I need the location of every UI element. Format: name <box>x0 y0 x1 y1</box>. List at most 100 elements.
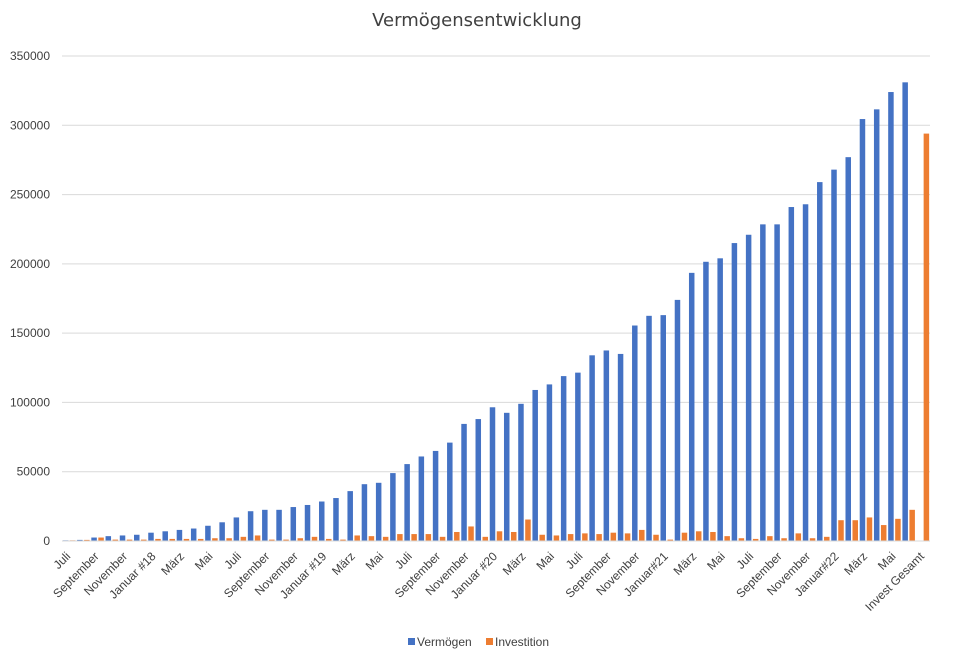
bar-vermoegen <box>304 504 311 541</box>
bar-vermoegen <box>347 491 353 541</box>
bar-vermoegen <box>361 484 368 541</box>
bar-vermoegen <box>134 534 140 541</box>
chart-title: Vermögensentwicklung <box>372 10 582 31</box>
bar-vermoegen <box>290 507 297 541</box>
bar-investition <box>141 539 147 541</box>
y-tick-label: 50000 <box>17 465 51 479</box>
bar-vermoegen <box>319 501 325 541</box>
bar-vermoegen <box>774 224 780 542</box>
bar-vermoegen <box>105 536 112 541</box>
gridlines <box>62 55 930 473</box>
bar-investition <box>909 509 915 541</box>
bar-investition <box>98 537 104 541</box>
bar-investition <box>738 538 745 541</box>
y-tick-label: 300000 <box>10 118 50 132</box>
bar-investition <box>567 534 574 541</box>
bar-investition <box>681 532 688 541</box>
bar-investition <box>795 533 802 541</box>
bar-vermoegen <box>404 464 410 541</box>
bar-vermoegen <box>461 423 467 541</box>
x-tick-label: Juli <box>51 549 74 572</box>
bar-vermoegen <box>190 528 197 541</box>
bar-investition <box>368 536 375 541</box>
bar-vermoegen <box>447 442 453 541</box>
bar-vermoegen <box>817 182 823 541</box>
bar-vermoegen <box>617 353 624 541</box>
y-axis-tick-labels: 0 50000 100000 150000 200000 250000 300000 3500… <box>10 49 50 548</box>
bar-vermoegen <box>418 456 425 541</box>
bar-investition <box>269 539 275 541</box>
x-tick-label: März <box>500 549 529 578</box>
legend-swatch-vermoegen <box>408 638 415 645</box>
bar-vermoegen <box>575 372 581 541</box>
bar-vermoegen <box>888 92 894 541</box>
bar-vermoegen <box>119 535 126 541</box>
bar-vermoegen <box>532 389 538 541</box>
bar-vermoegen <box>148 532 154 541</box>
bar-vermoegen <box>233 517 240 541</box>
bars <box>62 82 930 542</box>
bar-vermoegen <box>703 261 709 541</box>
bar-vermoegen <box>831 169 837 541</box>
bar-investition <box>866 517 873 541</box>
bar-investition <box>112 539 119 541</box>
bar-vermoegen <box>375 482 382 541</box>
y-tick-label: 150000 <box>10 326 50 340</box>
bar-investition <box>382 536 389 541</box>
bar-investition <box>126 539 133 541</box>
x-tick-label: Juli <box>392 549 415 572</box>
x-tick-label: Juli <box>563 549 586 572</box>
x-tick-label: März <box>671 549 700 578</box>
bar-investition <box>553 535 560 541</box>
bar-investition <box>183 538 190 541</box>
bar-investition <box>510 531 517 541</box>
x-tick-label: Mai <box>533 549 557 573</box>
x-tick-label: März <box>841 549 870 578</box>
bar-investition <box>596 534 602 541</box>
x-tick-label: Mai <box>363 549 387 573</box>
bar-investition <box>297 538 304 541</box>
legend-label-vermoegen: Vermögen <box>417 635 472 649</box>
x-tick-label: Juli <box>221 549 244 572</box>
bar-vermoegen <box>205 525 211 541</box>
bar-investition <box>468 526 474 541</box>
bar-investition <box>852 520 858 541</box>
bar-vermoegen <box>162 531 168 541</box>
bar-investition <box>710 531 716 541</box>
y-tick-label: 250000 <box>10 188 50 202</box>
bar-investition <box>525 519 531 541</box>
bar-vermoegen <box>333 498 339 541</box>
bar-investition <box>496 531 503 541</box>
bar-vermoegen <box>276 509 282 541</box>
bar-investition <box>653 534 659 541</box>
bar-investition <box>695 531 702 541</box>
bar-investition <box>354 535 360 541</box>
bar-investition <box>639 529 645 541</box>
bar-vermoegen <box>91 537 97 541</box>
bar-investition <box>880 525 887 541</box>
bar-investition <box>923 133 930 541</box>
bar-vermoegen <box>603 350 610 541</box>
bar-investition <box>326 538 332 541</box>
bar-vermoegen <box>176 529 183 541</box>
bar-vermoegen <box>873 109 880 541</box>
bar-investition <box>752 538 759 541</box>
bar-investition <box>781 538 787 541</box>
bar-vermoegen <box>632 325 638 541</box>
bar-vermoegen <box>646 315 652 541</box>
bar-vermoegen <box>489 407 496 541</box>
x-tick-label: März <box>158 549 187 578</box>
bar-investition <box>340 539 346 541</box>
bar-vermoegen <box>219 522 225 541</box>
bar-vermoegen <box>760 224 766 542</box>
x-tick-label: Mai <box>875 549 899 573</box>
bar-investition <box>809 538 816 541</box>
bar-vermoegen <box>503 412 510 541</box>
bar-investition <box>482 536 489 541</box>
bar-vermoegen <box>660 315 666 541</box>
bar-investition <box>254 535 261 541</box>
bar-vermoegen <box>717 258 723 541</box>
bar-vermoegen <box>247 511 254 541</box>
bar-investition <box>724 536 730 541</box>
